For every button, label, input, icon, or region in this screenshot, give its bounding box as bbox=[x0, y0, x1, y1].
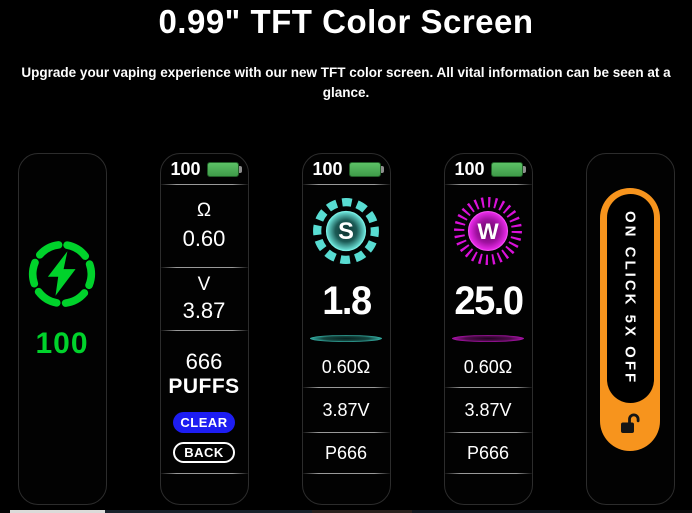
battery-level: 100 bbox=[454, 158, 485, 179]
divider bbox=[444, 387, 532, 388]
page-title: 0.99" TFT Color Screen bbox=[158, 3, 534, 40]
voltage-readout: 3.87V bbox=[322, 399, 370, 420]
battery-status-bar: 100 bbox=[161, 154, 248, 184]
puff-counter-cell: 666 PUFFS CLEAR BACK bbox=[161, 331, 248, 473]
divider bbox=[160, 267, 248, 268]
puff-label: PUFFS bbox=[168, 374, 240, 398]
puff-readout: P666 bbox=[466, 442, 510, 463]
page-subtitle: Upgrade your vaping experience with our … bbox=[21, 65, 671, 101]
clear-button[interactable]: CLEAR bbox=[173, 411, 235, 433]
battery-status-bar: 100 bbox=[445, 154, 532, 184]
soft-mode-badge-icon: S bbox=[303, 185, 390, 273]
screen-soft-mode: 100 S 1.8 0.60Ω 3.87V P bbox=[301, 153, 391, 505]
lock-instruction-text: ON CLICK 5X OFF bbox=[621, 211, 639, 386]
voltage-cell: V 3.87 bbox=[161, 268, 248, 330]
next-section-edge bbox=[0, 510, 692, 513]
watt-mode-value: 25.0 bbox=[453, 278, 524, 323]
lens-divider bbox=[303, 329, 390, 347]
battery-status-bar: 100 bbox=[303, 154, 390, 184]
screen-charging: 100 bbox=[17, 153, 107, 505]
battery-icon bbox=[206, 161, 242, 177]
resistance-label: Ω bbox=[196, 200, 212, 221]
divider bbox=[302, 473, 390, 474]
voltage-label: V bbox=[197, 274, 211, 295]
charging-display: 100 bbox=[19, 154, 106, 361]
divider bbox=[160, 330, 248, 331]
divider bbox=[160, 473, 248, 474]
divider bbox=[444, 184, 532, 185]
resistance-value: 0.60 bbox=[182, 226, 226, 251]
battery-level: 100 bbox=[170, 158, 201, 179]
divider bbox=[160, 184, 248, 185]
battery-icon bbox=[348, 161, 384, 177]
resistance-readout: 0.60Ω bbox=[463, 356, 513, 377]
resistance-cell: Ω 0.60 bbox=[161, 185, 248, 267]
battery-level: 100 bbox=[312, 158, 343, 179]
divider bbox=[444, 432, 532, 433]
screen-lock: ON CLICK 5X OFF bbox=[585, 153, 675, 505]
charging-ring-bolt-icon bbox=[24, 236, 100, 317]
power-lock-pill: ON CLICK 5X OFF bbox=[600, 188, 660, 451]
unlock-icon bbox=[618, 403, 642, 445]
puff-readout: P666 bbox=[324, 442, 368, 463]
voltage-readout: 3.87V bbox=[464, 399, 512, 420]
battery-percentage: 100 bbox=[35, 327, 89, 360]
voltage-value: 3.87 bbox=[182, 298, 226, 323]
screen-info-menu: 100 Ω 0.60 V 3.87 666 PUFFS CLEAR BACK bbox=[159, 153, 249, 505]
divider bbox=[302, 432, 390, 433]
divider bbox=[302, 387, 390, 388]
soft-mode-value: 1.8 bbox=[321, 278, 372, 323]
watt-mode-badge-icon: W bbox=[445, 185, 532, 273]
divider bbox=[444, 473, 532, 474]
battery-icon bbox=[490, 161, 526, 177]
mode-letter: W bbox=[477, 219, 499, 244]
screen-watt-mode: 100 W 25.0 0.60Ω 3.87V bbox=[443, 153, 533, 505]
resistance-readout: 0.60Ω bbox=[321, 356, 371, 377]
lens-divider bbox=[445, 329, 532, 347]
mode-letter: S bbox=[338, 219, 354, 245]
puff-count: 666 bbox=[185, 348, 223, 374]
screen-mockups-row: 100 100 Ω 0.60 V 3.87 666 PUFFS CLEAR BA… bbox=[0, 153, 692, 505]
back-button[interactable]: BACK bbox=[173, 441, 235, 463]
section-header: 0.99" TFT Color Screen Upgrade your vapi… bbox=[0, 0, 692, 104]
divider bbox=[302, 184, 390, 185]
lock-instruction-panel: ON CLICK 5X OFF bbox=[606, 194, 654, 403]
